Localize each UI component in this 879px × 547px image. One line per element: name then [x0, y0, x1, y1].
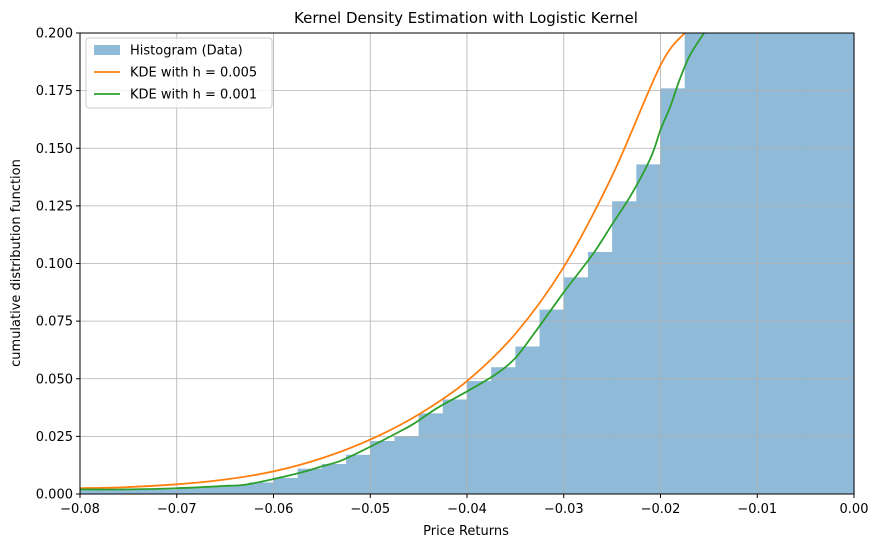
histogram-bar [176, 487, 202, 494]
y-tick-label: 0.025 [36, 430, 73, 445]
y-tick-label: 0.075 [36, 315, 73, 330]
x-tick-label: −0.01 [737, 502, 777, 517]
kde-lines [80, 33, 705, 491]
chart-title: Kernel Density Estimation with Logistic … [294, 9, 638, 27]
histogram-bar [660, 88, 686, 494]
x-axis-title: Price Returns [423, 524, 509, 539]
y-axis-title: cumulative distribution function [9, 159, 24, 367]
legend-entry-kde-h-0-005: KDE with h = 0.005 [130, 66, 257, 81]
x-tick-label: −0.08 [60, 502, 100, 517]
histogram-bar [80, 489, 105, 494]
histogram-bar [563, 277, 589, 494]
histogram-bar [370, 440, 396, 494]
histogram-bar [587, 251, 613, 494]
x-tick-label: −0.02 [641, 502, 681, 517]
histogram-bar [612, 201, 637, 494]
histogram-bar [467, 381, 492, 494]
histogram-bar [104, 489, 129, 494]
x-tick-label: −0.07 [157, 502, 197, 517]
y-tick-label: 0.000 [36, 488, 73, 503]
kde-line-h-0-001 [80, 33, 705, 491]
y-tick-label: 0.200 [36, 27, 73, 42]
histogram-bar [394, 436, 420, 494]
legend-entry-kde-h-0-001: KDE with h = 0.001 [130, 88, 257, 103]
histogram-bar [152, 489, 178, 494]
histogram-bar [346, 454, 371, 494]
x-tick-label: −0.05 [350, 502, 390, 517]
legend: Histogram (Data) KDE with h = 0.005 KDE wi… [85, 37, 273, 109]
histogram-bar [418, 413, 444, 494]
y-tick-label: 0.125 [36, 199, 73, 214]
histogram-bar [273, 477, 299, 494]
legend-box [85, 37, 273, 109]
histogram-bar [321, 464, 347, 494]
histogram-bar [515, 346, 541, 494]
legend-swatch [94, 45, 120, 55]
histogram-bar [491, 367, 516, 494]
y-tick-label: 0.175 [36, 84, 73, 99]
y-tick-label: 0.050 [36, 372, 73, 387]
x-tick-label: −0.03 [544, 502, 584, 517]
kde-line-h-0-005 [80, 33, 686, 490]
y-tick-label: 0.150 [36, 142, 73, 157]
y-tick-label: 0.100 [36, 257, 73, 272]
histogram-bar [249, 482, 275, 494]
x-tick-label: 0.00 [840, 502, 869, 517]
legend-entry-histogram: Histogram (Data) [130, 44, 243, 59]
ticks: −0.08 −0.07 −0.06 −0.05 −0.04 −0.03 −0.02 −0.01… [36, 27, 869, 518]
x-tick-label: −0.06 [254, 502, 294, 517]
histogram-bar [636, 164, 662, 494]
histogram-bar [200, 487, 226, 494]
histogram-bar [225, 484, 250, 494]
histogram-bar [442, 399, 468, 494]
histogram-bar [128, 489, 154, 494]
histogram-bar [539, 309, 565, 494]
x-tick-label: −0.04 [447, 502, 487, 517]
